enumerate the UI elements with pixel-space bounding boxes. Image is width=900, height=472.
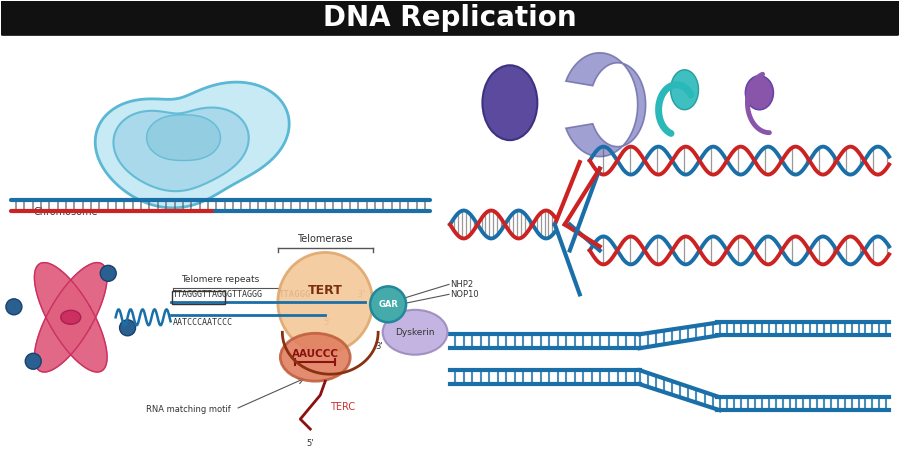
Text: 3': 3' xyxy=(375,342,382,351)
Text: TTAGGGTTAGGGTTAGGG: TTAGGGTTAGGGTTAGGG xyxy=(173,290,263,299)
Text: NHP2: NHP2 xyxy=(450,280,473,289)
Text: DNA Replication: DNA Replication xyxy=(323,4,577,32)
Polygon shape xyxy=(34,262,107,372)
Text: 3': 3' xyxy=(356,290,365,299)
Circle shape xyxy=(370,287,406,322)
Text: Telomerase: Telomerase xyxy=(298,235,353,244)
Ellipse shape xyxy=(745,76,773,110)
Text: NOP10: NOP10 xyxy=(450,290,479,299)
Polygon shape xyxy=(95,82,289,208)
Polygon shape xyxy=(670,70,698,110)
Ellipse shape xyxy=(120,320,136,336)
Text: 5': 5' xyxy=(307,439,314,448)
Ellipse shape xyxy=(382,310,447,355)
Ellipse shape xyxy=(100,265,116,281)
Text: Telomere repeats: Telomere repeats xyxy=(181,275,259,284)
Text: TTAGGG: TTAGGG xyxy=(278,290,310,299)
Polygon shape xyxy=(147,115,220,160)
Ellipse shape xyxy=(6,299,22,315)
Text: AAUCCC: AAUCCC xyxy=(292,349,338,359)
Ellipse shape xyxy=(25,353,41,369)
Text: RNA matching motif: RNA matching motif xyxy=(146,405,230,413)
Polygon shape xyxy=(566,53,645,157)
Text: GAR: GAR xyxy=(378,300,398,309)
Polygon shape xyxy=(113,108,248,191)
Ellipse shape xyxy=(280,333,350,381)
Text: 5': 5' xyxy=(323,318,330,327)
Polygon shape xyxy=(34,262,107,372)
Text: TERT: TERT xyxy=(308,284,343,297)
Text: TERC: TERC xyxy=(330,402,356,412)
Ellipse shape xyxy=(61,310,81,324)
Text: AATCCCAATCCC: AATCCCAATCCC xyxy=(173,318,232,327)
Ellipse shape xyxy=(278,253,373,352)
Text: Dyskerin: Dyskerin xyxy=(395,328,435,337)
Ellipse shape xyxy=(482,65,537,140)
FancyBboxPatch shape xyxy=(0,0,900,36)
Text: Chromosome: Chromosome xyxy=(33,208,98,218)
